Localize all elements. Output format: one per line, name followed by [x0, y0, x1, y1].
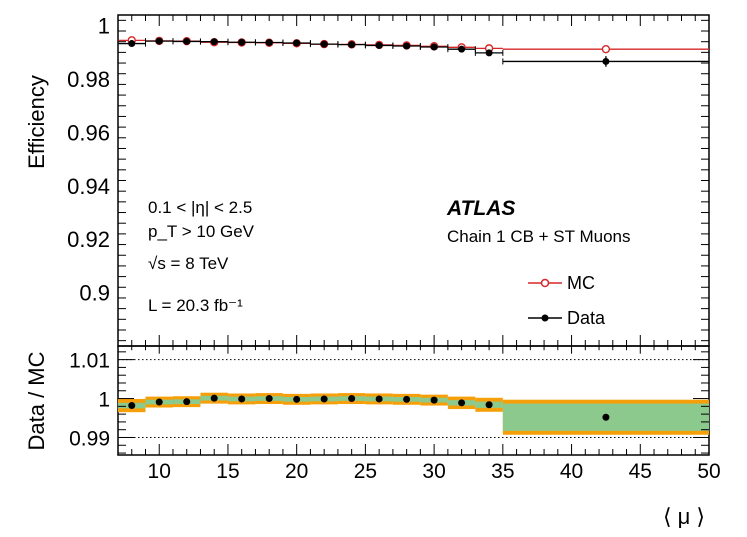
data-point: [210, 38, 218, 46]
data-point: [183, 37, 191, 45]
top-y-tick-label: 1: [98, 14, 110, 39]
data-point: [155, 37, 163, 45]
x-tick-label: 20: [285, 460, 308, 483]
x-tick-label: 45: [629, 460, 652, 483]
ratio-point: [128, 402, 136, 410]
ratio-point: [375, 395, 383, 403]
chain-subtitle: Chain 1 CB + ST Muons: [447, 227, 630, 246]
ratio-point: [458, 399, 466, 407]
x-tick-label: 35: [491, 460, 514, 483]
x-tick-label: 25: [354, 460, 377, 483]
ratio-point: [210, 394, 218, 402]
ratio-point: [348, 395, 356, 403]
x-tick-label: 10: [148, 460, 171, 483]
data-point: [265, 38, 273, 46]
top-series: [117, 36, 710, 67]
data-point: [602, 57, 610, 65]
legend-mc-marker: [540, 278, 550, 288]
axis-ticks: [118, 15, 710, 455]
annotation-lumi: L = 20.3 fb⁻¹: [148, 296, 243, 315]
legend-entry-mc: MC: [528, 273, 595, 293]
legend-mc-label: MC: [567, 273, 595, 293]
top-y-tick-label: 0.92: [67, 227, 110, 252]
ratio-bands: [118, 392, 709, 435]
ratio-y-tick-label: 0.99: [69, 427, 110, 450]
data-point: [348, 41, 356, 49]
x-tick-label: 15: [216, 460, 239, 483]
data-point: [375, 41, 383, 49]
atlas-label: ATLAS: [446, 197, 515, 220]
ratio-point: [238, 395, 246, 403]
ratio-points: [128, 394, 610, 421]
x-axis-label: ⟨ μ ⟩: [663, 504, 705, 529]
axis-tick-labels: 10 15 20 25 30 35 40 45 50 0.9 0.92 0.94 0.96 0.98 1 0.…: [67, 14, 721, 483]
legend-entry-data: Data: [528, 308, 606, 328]
ratio-point: [265, 395, 273, 403]
legend: MC Data: [528, 273, 606, 328]
ratio-point: [403, 395, 411, 403]
x-tick-label: 40: [560, 460, 583, 483]
top-y-axis-label: Efficiency: [24, 75, 49, 169]
ratio-point: [602, 413, 610, 421]
ratio-point: [320, 395, 328, 403]
data-point: [320, 40, 328, 48]
mc-point: [601, 44, 611, 54]
ratio-y-tick-label: 1.01: [69, 350, 110, 373]
top-y-tick-label: 0.96: [67, 120, 110, 145]
x-tick-label: 30: [422, 460, 445, 483]
ratio-y-tick-label: 1: [98, 389, 110, 412]
data-point: [485, 49, 493, 57]
ratio-point: [485, 401, 493, 409]
top-y-tick-label: 0.9: [79, 281, 110, 306]
ratio-point: [155, 398, 163, 406]
x-tick-label: 50: [697, 460, 720, 483]
data-point: [403, 42, 411, 50]
data-point: [430, 43, 438, 51]
legend-data-label: Data: [567, 308, 606, 328]
annotation-eta: 0.1 < |η| < 2.5: [148, 198, 252, 217]
ratio-point: [183, 398, 191, 406]
data-point: [458, 45, 466, 53]
legend-data-marker: [541, 314, 549, 322]
ratio-reference-lines: [118, 359, 709, 438]
ratio-point: [293, 395, 301, 403]
ratio-y-axis-label: Data / MC: [24, 351, 49, 450]
top-y-tick-label: 0.94: [67, 174, 110, 199]
data-point: [238, 38, 246, 46]
annotation-sqrts: √s = 8 TeV: [148, 254, 229, 273]
annotation-pt: p_T > 10 GeV: [148, 222, 255, 241]
data-point: [128, 40, 136, 48]
ratio-point: [430, 396, 438, 404]
data-point: [293, 39, 301, 47]
top-y-tick-label: 0.98: [67, 67, 110, 92]
